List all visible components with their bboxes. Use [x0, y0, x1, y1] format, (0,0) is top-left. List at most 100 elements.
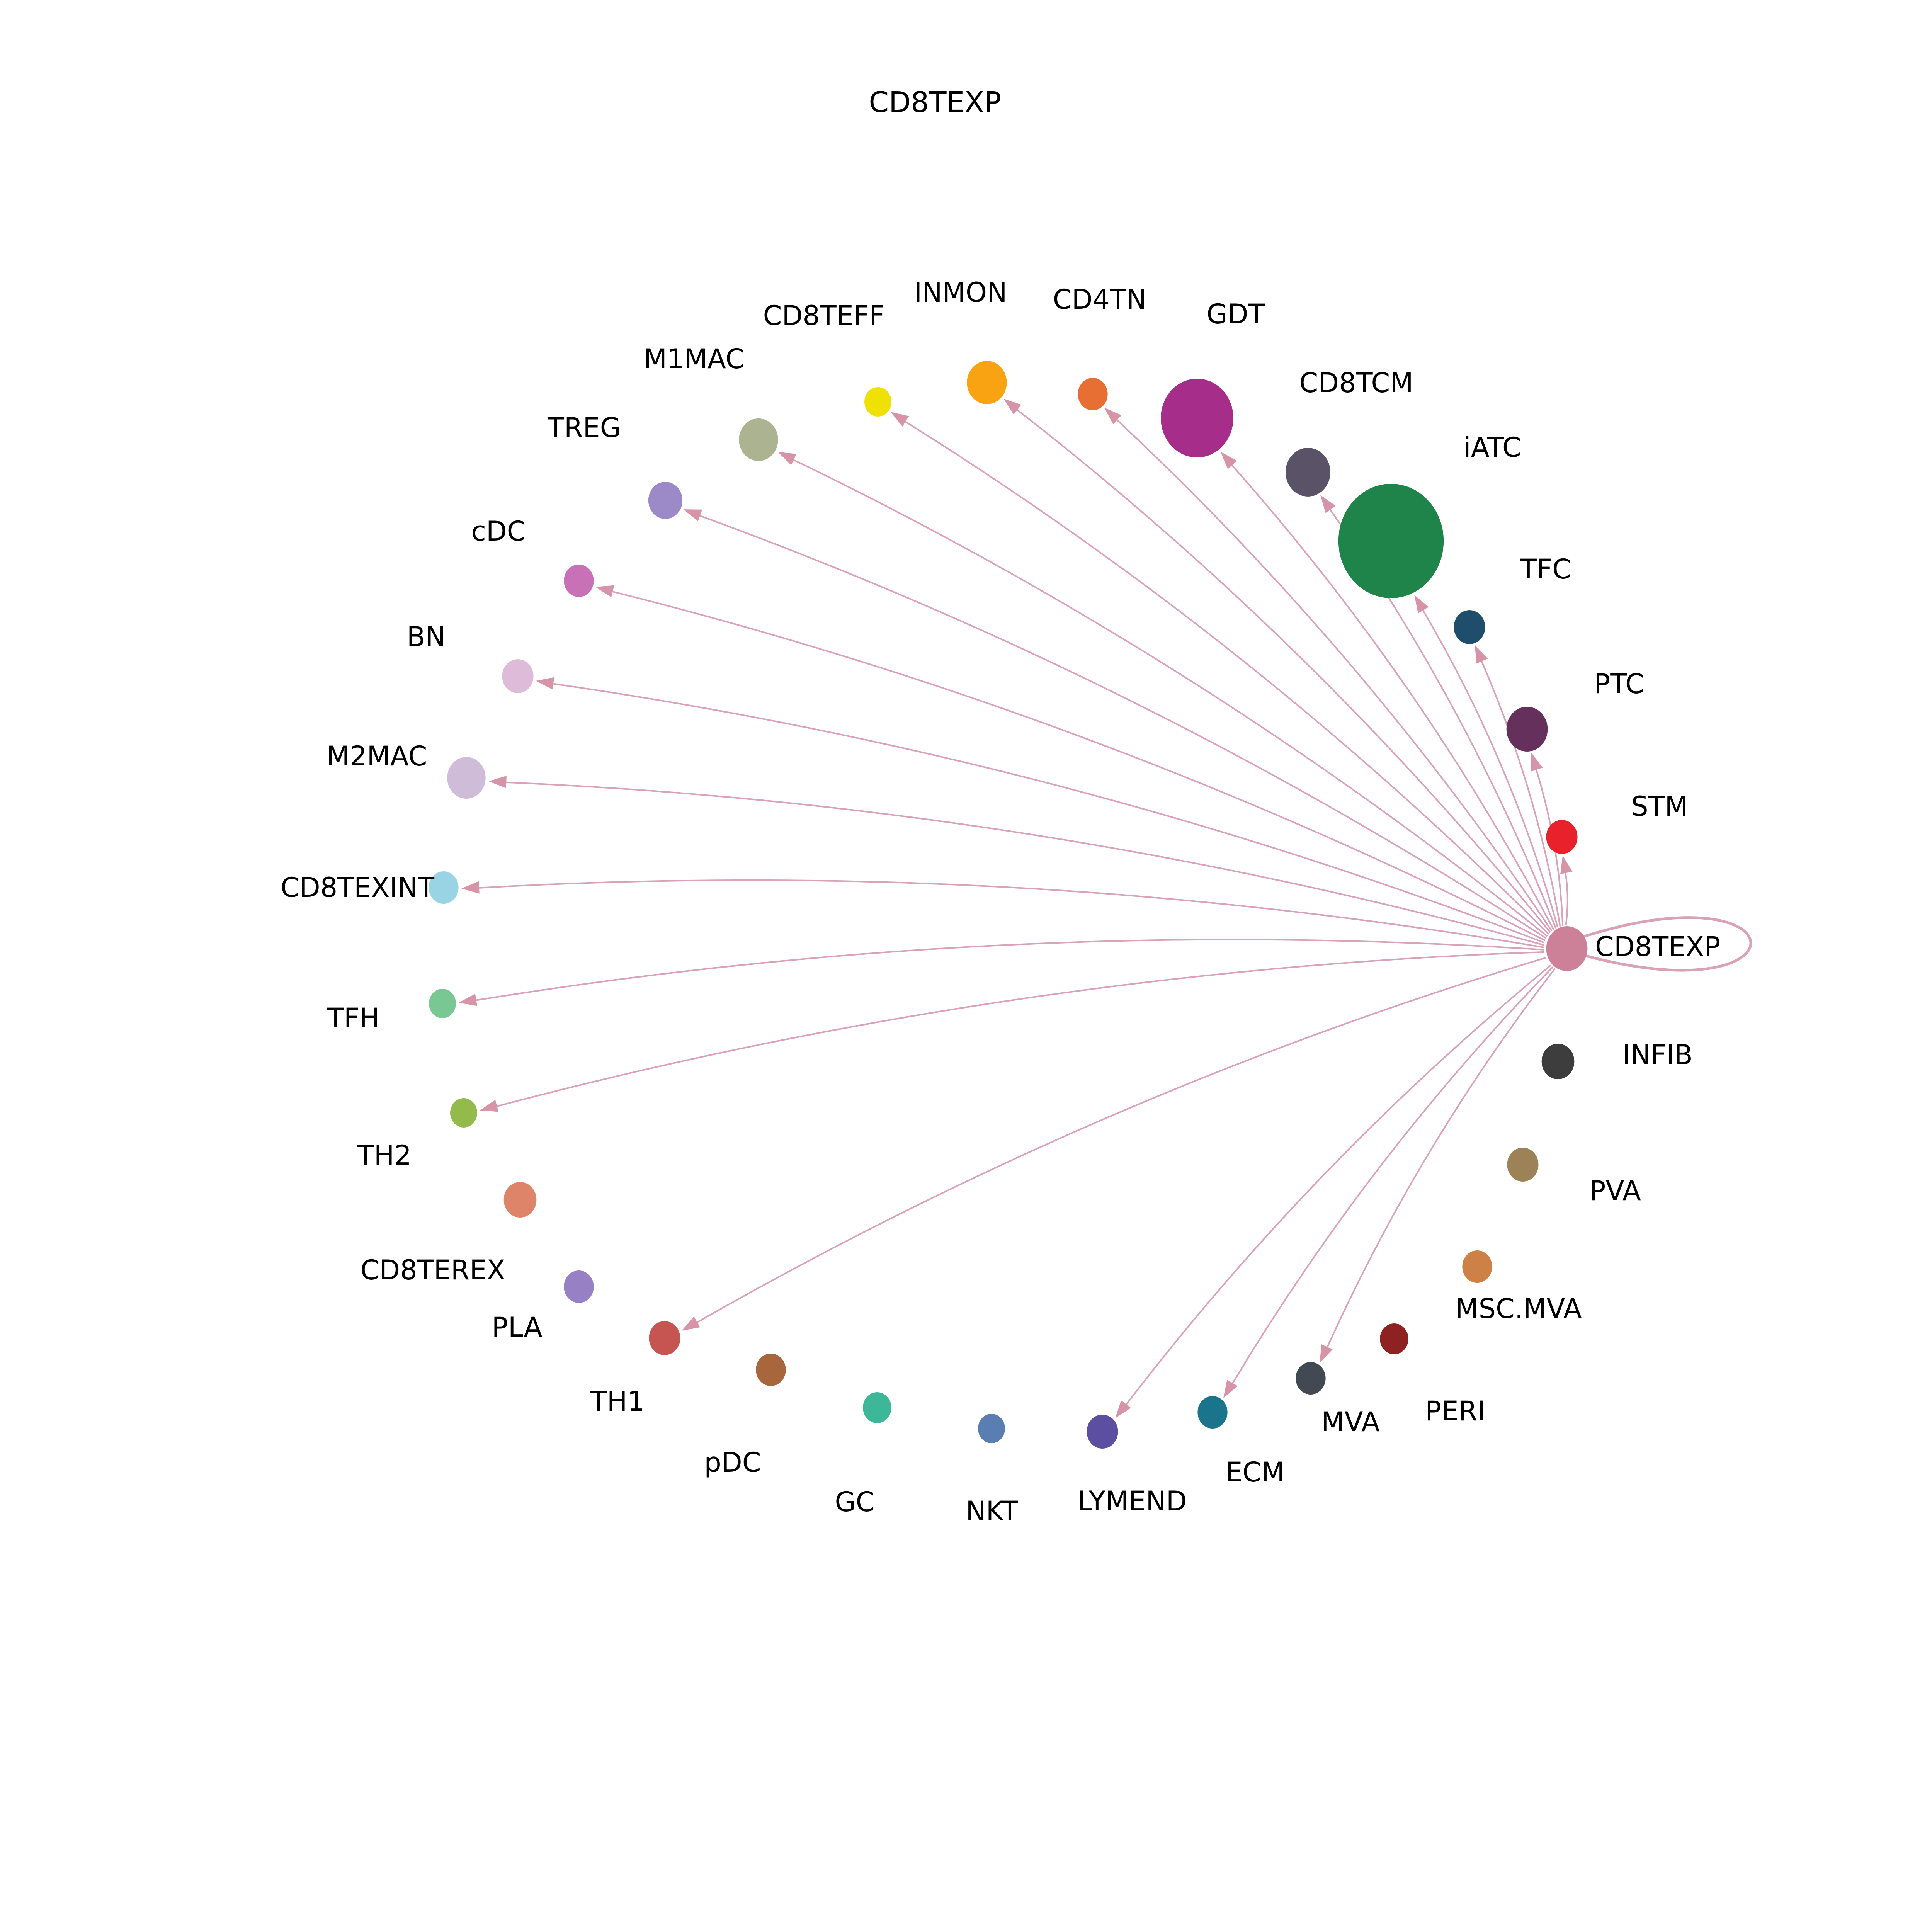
edge-CD8TEXP-to-CD4TN	[1106, 410, 1553, 932]
edge-CD8TEXP-to-M1MAC	[780, 453, 1548, 937]
node-label-M2MAC: M2MAC	[327, 740, 427, 772]
edge-CD8TEXP-to-CD8TEXINT	[464, 879, 1544, 948]
node-TREG[interactable]	[648, 482, 683, 519]
node-INMON[interactable]	[967, 361, 1007, 404]
node-STM[interactable]	[1546, 820, 1578, 854]
arrowhead-iATC	[1414, 595, 1429, 614]
arrowhead-BN	[536, 677, 554, 690]
node-CD8TEREX[interactable]	[503, 1182, 537, 1218]
arrowhead-CD4TN	[1104, 407, 1122, 424]
edge-CD8TEXP-to-iATC	[1415, 597, 1559, 928]
node-label-CD4TN: CD4TN	[1053, 284, 1146, 315]
node-CD8TEXP[interactable]	[1546, 926, 1588, 971]
node-label-CD8TEFF: CD8TEFF	[763, 300, 885, 332]
edge-CD8TEXP-to-MVA	[1321, 968, 1556, 1361]
node-label-TFC: TFC	[1520, 553, 1571, 585]
node-label-PVA: PVA	[1589, 1175, 1641, 1207]
node-M1MAC[interactable]	[739, 418, 778, 461]
label-layer: CD8TEFF INMON CD4TN GDT CD8TCM iATC TFC PTC STM C…	[281, 277, 1720, 1527]
edge-CD8TEXP-to-TFC	[1475, 648, 1561, 927]
edge-CD8TEXP-to-TH2	[483, 951, 1544, 1111]
node-CD8TCM[interactable]	[1286, 448, 1330, 497]
edge-CD8TEXP-to-TREG	[686, 510, 1547, 939]
node-label-iATC: iATC	[1463, 432, 1521, 463]
arrowhead-TH1	[682, 1316, 700, 1331]
arrowhead-TFC	[1475, 645, 1488, 664]
edge-CD8TEXP-to-BN	[539, 681, 1545, 944]
node-iATC[interactable]	[1338, 484, 1444, 598]
arrowhead-MVA	[1320, 1344, 1333, 1363]
edge-CD8TEXP-to-cDC	[598, 587, 1546, 941]
arrowhead-CD8TEXINT	[461, 881, 480, 894]
node-INFIB[interactable]	[1541, 1044, 1575, 1079]
edge-CD8TEXP-to-M2MAC	[492, 781, 1544, 946]
node-label-CD8TEXP: CD8TEXP	[1595, 931, 1720, 963]
node-LYMEND[interactable]	[1087, 1415, 1118, 1449]
edge-layer	[458, 398, 1752, 1418]
node-ECM[interactable]	[1197, 1396, 1228, 1429]
node-label-LYMEND: LYMEND	[1077, 1485, 1187, 1517]
node-label-M1MAC: M1MAC	[644, 343, 745, 375]
arrowhead-TFH	[458, 993, 477, 1006]
node-GC[interactable]	[863, 1392, 891, 1423]
arrowhead-LYMEND	[1115, 1400, 1131, 1418]
node-TFC[interactable]	[1454, 610, 1485, 644]
node-TH2[interactable]	[450, 1098, 477, 1128]
edge-CD8TEXP-to-TH1	[684, 957, 1546, 1330]
node-NKT[interactable]	[978, 1414, 1005, 1443]
edge-CD8TEXP-to-GDT	[1222, 454, 1554, 930]
arrowhead-M1MAC	[777, 452, 797, 465]
node-TH1[interactable]	[649, 1321, 680, 1355]
node-label-PLA: PLA	[492, 1311, 543, 1343]
node-label-CD8TCM: CD8TCM	[1299, 367, 1413, 399]
node-label-BN: BN	[407, 621, 446, 653]
arrowhead-cDC	[595, 585, 614, 597]
page-title: CD8TEXP	[869, 86, 1002, 119]
node-pDC[interactable]	[756, 1354, 786, 1386]
edge-self-loop-CD8TEXP	[1569, 916, 1752, 972]
arrowhead-CD8TCM	[1320, 495, 1336, 513]
node-cDC[interactable]	[564, 565, 594, 597]
node-MSC.MVA[interactable]	[1462, 1250, 1492, 1283]
node-label-INFIB: INFIB	[1622, 1039, 1693, 1071]
node-PLA[interactable]	[564, 1270, 594, 1303]
node-label-MSC.MVA: MSC.MVA	[1455, 1293, 1582, 1325]
node-label-NKT: NKT	[966, 1495, 1018, 1527]
node-CD8TEXINT[interactable]	[429, 871, 459, 904]
node-PVA[interactable]	[1507, 1148, 1539, 1182]
arrowhead-STM	[1560, 855, 1573, 874]
node-label-TREG: TREG	[547, 412, 621, 444]
node-label-INMON: INMON	[914, 277, 1007, 308]
arrowhead-ECM	[1223, 1379, 1238, 1398]
node-label-CD8TEXINT: CD8TEXINT	[281, 872, 434, 903]
node-label-cDC: cDC	[471, 515, 526, 547]
edge-CD8TEXP-to-LYMEND	[1117, 964, 1551, 1417]
node-PTC[interactable]	[1506, 707, 1548, 752]
node-label-ECM: ECM	[1225, 1456, 1285, 1488]
node-label-PERI: PERI	[1425, 1395, 1485, 1427]
node-M2MAC[interactable]	[447, 757, 486, 799]
edge-CD8TEXP-to-CD8TEFF	[893, 413, 1549, 935]
node-GDT[interactable]	[1161, 379, 1233, 457]
node-CD4TN[interactable]	[1078, 378, 1108, 410]
edge-CD8TEXP-to-ECM	[1225, 966, 1554, 1396]
node-label-CD8TEREX: CD8TEREX	[360, 1254, 505, 1286]
node-label-STM: STM	[1631, 791, 1688, 822]
arrowhead-TH2	[480, 1100, 499, 1112]
node-layer	[429, 361, 1588, 1449]
node-PERI[interactable]	[1380, 1323, 1408, 1354]
node-MVA[interactable]	[1296, 1362, 1326, 1395]
node-label-TFH: TFH	[327, 1002, 380, 1034]
arrowhead-CD8TEFF	[890, 412, 909, 427]
arrowhead-INMON	[1003, 398, 1022, 415]
node-TFH[interactable]	[429, 989, 456, 1018]
node-BN[interactable]	[502, 659, 534, 693]
arrowhead-M2MAC	[488, 776, 507, 788]
arrowhead-PTC	[1531, 753, 1543, 772]
node-CD8TEFF[interactable]	[864, 387, 891, 417]
arrowhead-TREG	[683, 509, 702, 521]
node-label-PTC: PTC	[1594, 668, 1644, 700]
node-label-pDC: pDC	[704, 1447, 761, 1478]
